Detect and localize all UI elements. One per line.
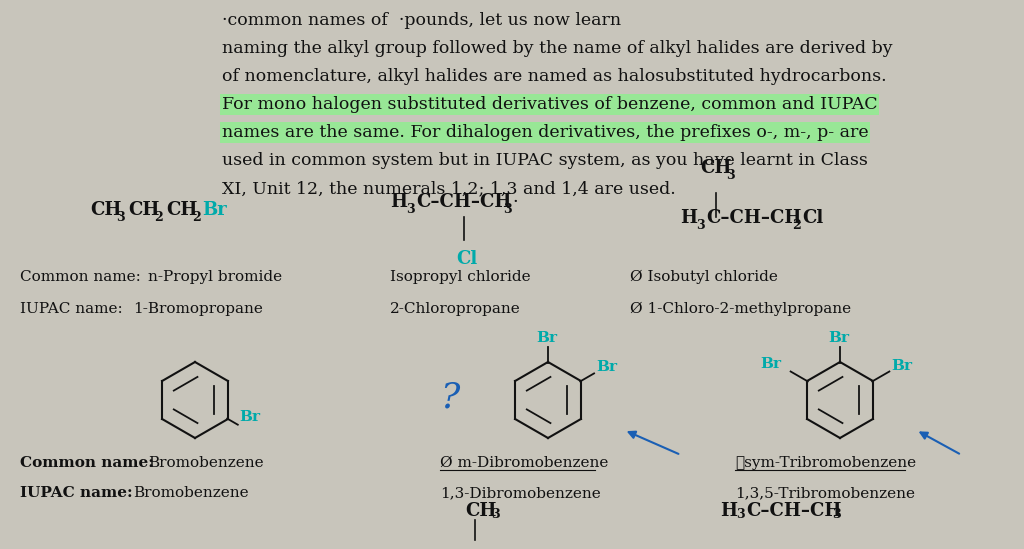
Text: CH: CH <box>90 201 122 219</box>
Text: For mono halogen substituted derivatives of benzene, common and IUPAC: For mono halogen substituted derivatives… <box>222 96 878 113</box>
Text: H: H <box>720 502 737 520</box>
Text: IUPAC name:: IUPAC name: <box>20 302 123 316</box>
Text: CH: CH <box>166 201 198 219</box>
Text: Br: Br <box>828 331 849 345</box>
Text: C–CH–CH: C–CH–CH <box>746 502 842 520</box>
Text: 3: 3 <box>726 169 734 182</box>
Text: CH: CH <box>465 502 497 520</box>
Text: Cl: Cl <box>802 209 823 227</box>
Text: H: H <box>680 209 697 227</box>
Text: ?: ? <box>440 380 460 414</box>
Text: Br: Br <box>536 331 557 345</box>
Text: IUPAC name:: IUPAC name: <box>20 486 133 500</box>
Text: H: H <box>390 193 407 211</box>
Text: Ø m-Dibromobenzene: Ø m-Dibromobenzene <box>440 456 608 470</box>
Text: ⰿsym-Tribromobenzene: ⰿsym-Tribromobenzene <box>735 456 916 470</box>
Text: 1,3-Dibromobenzene: 1,3-Dibromobenzene <box>440 486 601 500</box>
Text: Isopropyl chloride: Isopropyl chloride <box>390 270 530 284</box>
Text: 3: 3 <box>490 508 500 521</box>
Text: Cl: Cl <box>456 250 477 268</box>
Text: Common name:: Common name: <box>20 270 141 284</box>
Text: Ø Isobutyl chloride: Ø Isobutyl chloride <box>630 270 778 284</box>
Text: 2: 2 <box>193 211 201 224</box>
Text: C–CH–CH: C–CH–CH <box>706 209 802 227</box>
Text: CH: CH <box>700 159 731 177</box>
Text: Br: Br <box>596 360 617 374</box>
Text: 3: 3 <box>831 508 841 521</box>
Text: 3: 3 <box>736 508 744 521</box>
Text: 1-Bromopropane: 1-Bromopropane <box>133 302 263 316</box>
Text: Common name:: Common name: <box>20 456 154 470</box>
Text: naming the alkyl group followed by the name of alkyl halides are derived by: naming the alkyl group followed by the n… <box>222 40 893 57</box>
Text: ·: · <box>512 193 518 211</box>
Text: ·common names of  ·pounds, let us now learn: ·common names of ·pounds, let us now lea… <box>222 12 622 29</box>
Text: 3: 3 <box>406 203 415 216</box>
Text: Bromobenzene: Bromobenzene <box>148 456 263 470</box>
Text: n-Propyl bromide: n-Propyl bromide <box>148 270 283 284</box>
Text: 1,3,5-Tribromobenzene: 1,3,5-Tribromobenzene <box>735 486 915 500</box>
Text: CH: CH <box>128 201 160 219</box>
Text: Br: Br <box>761 356 781 371</box>
Text: 2: 2 <box>792 219 801 232</box>
Text: XI, Unit 12, the numerals 1,2; 1,3 and 1,4 are used.: XI, Unit 12, the numerals 1,2; 1,3 and 1… <box>222 180 676 197</box>
Text: 3: 3 <box>503 203 512 216</box>
Text: Br: Br <box>891 358 912 373</box>
Text: C–CH–CH: C–CH–CH <box>416 193 511 211</box>
Text: 3: 3 <box>116 211 125 224</box>
Text: Bromobenzene: Bromobenzene <box>133 486 249 500</box>
Text: Br: Br <box>202 201 226 219</box>
Text: names are the same. For dihalogen derivatives, the prefixes o-, m-, p- are: names are the same. For dihalogen deriva… <box>222 124 868 141</box>
Text: Br: Br <box>240 410 261 424</box>
Text: of nomenclature, alkyl halides are named as halosubstituted hydrocarbons.: of nomenclature, alkyl halides are named… <box>222 68 887 85</box>
Text: 2-Chloropropane: 2-Chloropropane <box>390 302 521 316</box>
Text: 3: 3 <box>696 219 705 232</box>
Text: 2: 2 <box>154 211 163 224</box>
Text: used in common system but in IUPAC system, as you have learnt in Class: used in common system but in IUPAC syste… <box>222 152 868 169</box>
Text: Ø 1-Chloro-2-methylpropane: Ø 1-Chloro-2-methylpropane <box>630 302 851 316</box>
